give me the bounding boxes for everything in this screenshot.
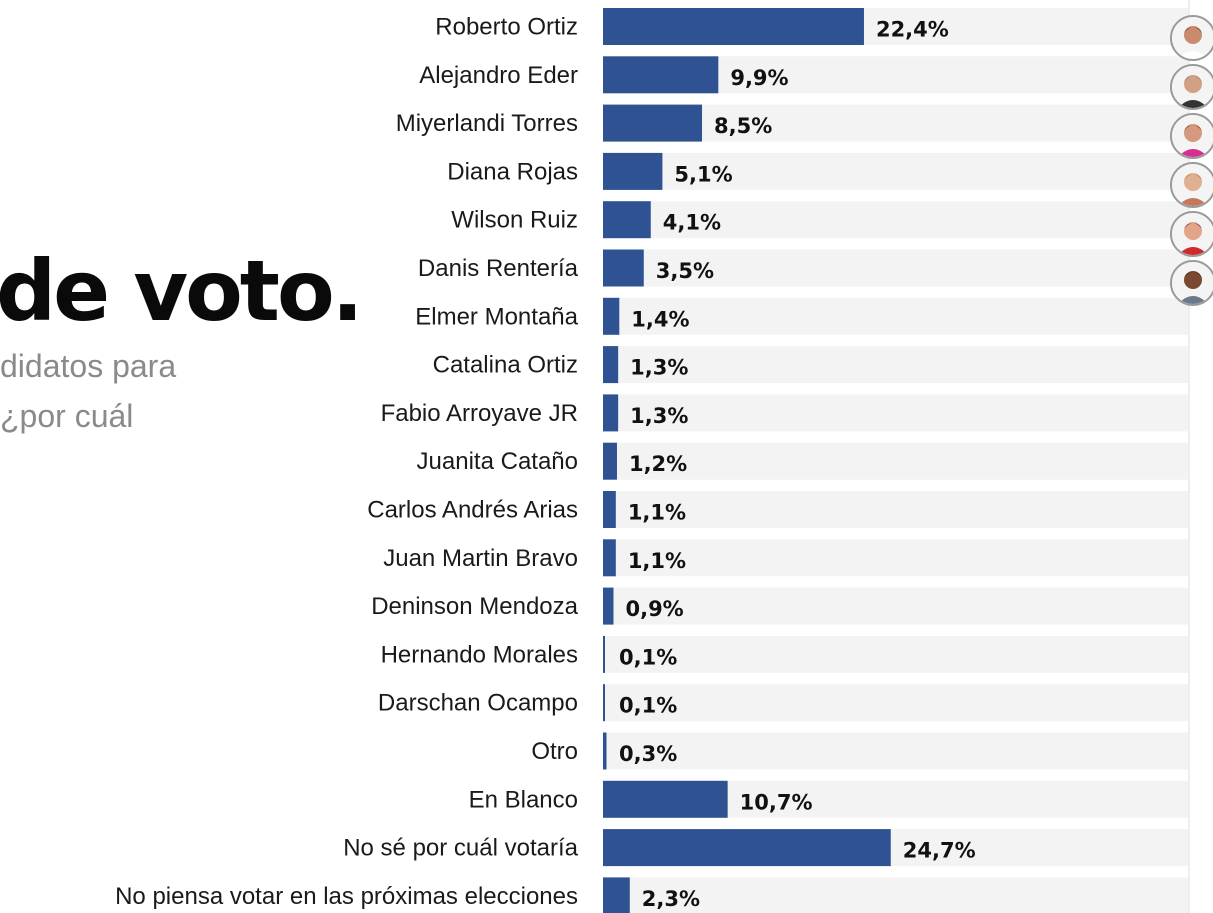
- avatar-4-icon: [1170, 162, 1213, 208]
- bar: [603, 249, 644, 287]
- category-label: No sé por cuál votaría: [343, 835, 578, 862]
- category-label: Wilson Ruiz: [451, 207, 578, 234]
- category-label: Miyerlandi Torres: [396, 110, 578, 137]
- bar: [603, 732, 607, 770]
- bar-track: [603, 346, 1188, 384]
- avatar-5-icon: [1170, 211, 1213, 257]
- subtitle-line-2: ¿por cuál: [0, 398, 134, 434]
- bar: [603, 8, 864, 45]
- bar-track: [603, 732, 1188, 770]
- bar-track: [603, 491, 1188, 528]
- category-label: Deninson Mendoza: [371, 593, 578, 620]
- data-label: 1,3%: [630, 404, 688, 428]
- bar: [603, 829, 891, 867]
- category-label: Juan Martin Bravo: [383, 545, 578, 572]
- bar-track: [603, 442, 1188, 480]
- data-label: 2,3%: [642, 887, 700, 911]
- category-label: No piensa votar en las próximas eleccion…: [115, 883, 578, 910]
- category-label: En Blanco: [469, 786, 578, 813]
- category-label: Danis Rentería: [418, 255, 579, 282]
- category-label: Juanita Cataño: [417, 448, 578, 475]
- bar: [603, 877, 630, 913]
- category-label: Carlos Andrés Arias: [367, 497, 578, 524]
- category-label: Diana Rojas: [447, 158, 578, 185]
- data-label: 22,4%: [876, 18, 949, 42]
- data-label: 1,4%: [631, 307, 689, 331]
- data-label: 3,5%: [656, 259, 714, 283]
- bar-track: [603, 539, 1188, 577]
- bar-track: [603, 877, 1188, 913]
- data-label: 1,1%: [628, 549, 686, 573]
- category-label: Elmer Montaña: [415, 303, 578, 330]
- category-label: Darschan Ocampo: [378, 690, 578, 717]
- avatar-2-icon: [1170, 64, 1213, 110]
- bar: [603, 442, 617, 480]
- avatar-6-icon: [1170, 260, 1213, 306]
- bar: [603, 104, 703, 142]
- data-label: 10,7%: [740, 790, 813, 814]
- subtitle-line-1: didatos para: [0, 348, 177, 384]
- data-label: 8,5%: [714, 114, 772, 138]
- bar: [603, 152, 663, 190]
- bar: [603, 539, 616, 577]
- data-label: 5,1%: [674, 162, 732, 186]
- bar: [603, 587, 614, 625]
- data-label: 0,9%: [625, 597, 683, 621]
- data-label: 1,3%: [630, 356, 688, 380]
- bar-track: [603, 684, 1188, 722]
- bar-track: [603, 201, 1188, 239]
- data-label: 0,1%: [619, 645, 677, 669]
- data-label: 4,1%: [663, 211, 721, 235]
- bar: [603, 56, 719, 94]
- bar: [603, 684, 605, 722]
- bar-track: [603, 249, 1188, 287]
- bar: [603, 780, 728, 818]
- bar: [603, 297, 620, 335]
- data-label: 1,2%: [629, 452, 687, 476]
- data-label: 0,1%: [619, 694, 677, 718]
- category-label: Roberto Ortiz: [435, 14, 578, 41]
- avatar-1-icon: [1170, 15, 1213, 61]
- bar: [603, 394, 619, 432]
- category-label: Otro: [531, 738, 578, 765]
- category-label: Catalina Ortiz: [433, 352, 578, 379]
- bar-track: [603, 587, 1188, 625]
- data-label: 1,1%: [628, 501, 686, 525]
- bar: [603, 635, 605, 673]
- bar-track: [603, 297, 1188, 335]
- page-title: de voto.: [0, 242, 364, 340]
- category-label: Fabio Arroyave JR: [381, 400, 578, 427]
- avatar-3-icon: [1170, 113, 1213, 159]
- bar: [603, 346, 619, 384]
- bar: [603, 201, 651, 239]
- data-label: 9,9%: [730, 66, 788, 90]
- bar-track: [603, 152, 1188, 190]
- category-label: Alejandro Eder: [419, 62, 578, 89]
- bar-track: [603, 635, 1188, 673]
- bar-track: [603, 394, 1188, 432]
- data-label: 24,7%: [903, 839, 976, 863]
- category-label: Hernando Morales: [381, 641, 578, 668]
- data-label: 0,3%: [619, 742, 677, 766]
- bar: [603, 491, 616, 528]
